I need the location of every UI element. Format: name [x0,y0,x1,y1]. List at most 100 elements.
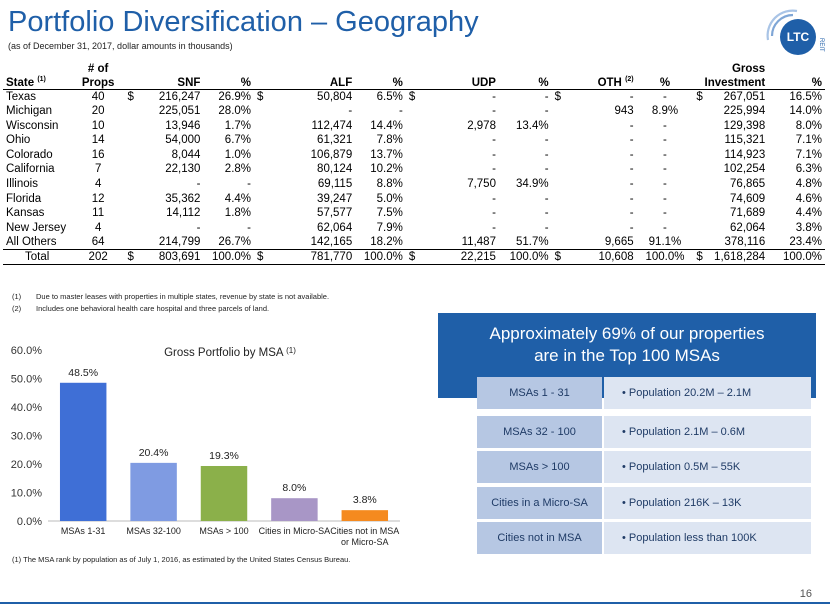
table-cell: 23.4% [789,236,822,249]
header-udp-pct: % [498,74,552,90]
table-cell: 214,799 [158,236,201,249]
table-cell: $ [257,90,264,103]
table-cell [693,118,707,133]
table-cell: 28.0% [218,105,252,118]
msa-row-value: • Population 2.1M – 0.6M [604,416,811,448]
table-cell: 64 [91,236,105,249]
table-cell: 34.9% [515,178,549,191]
bar [130,462,177,521]
table-cell [552,177,566,192]
table-cell: 11,487 [461,236,496,249]
footnote-2: (2) Includes one behavioral health care h… [12,304,270,313]
x-tick-label: MSAs 32-100 [126,526,181,536]
table-cell: - [663,148,667,161]
bottom-rule [0,602,830,604]
table-cell: - [663,119,667,132]
table-cell [124,221,138,236]
table-cell [124,162,138,177]
header-props: Props [71,74,125,90]
table-cell: - [544,148,549,161]
table-row: New Jersey 4 - - 62,064 7.9% - - - - 62,064 3.8% [3,221,825,236]
table-cell: - [492,90,496,103]
table-cell: 7 [94,163,102,176]
table-cell: - [663,90,667,103]
panel-headline-2: are in the Top 100 MSAs [534,346,720,365]
table-cell: 4 [94,221,102,234]
table-footnotes: (1) Due to master leases with properties … [12,291,329,315]
table-cell: 100.0% [636,249,694,265]
table-cell: 91.1% [648,236,682,249]
table-cell: - [629,221,634,234]
table-cell: - [492,207,496,220]
table-cell [406,133,420,148]
logo-subtext: REIT [818,38,824,52]
table-cell: 3.8% [795,221,822,234]
table-cell: 62,064 [317,221,353,234]
x-tick-label: MSAs 1-31 [61,526,106,536]
data-label: 19.3% [209,450,239,462]
header-snf-pct: % [203,74,255,90]
x-tick-label: Cities in Micro-SA [259,526,331,536]
msa-row: MSAs 1 - 31 • Population 20.2M – 2.1M [477,377,811,409]
bar [341,510,389,521]
table-cell: - [629,119,634,132]
table-cell: 51.7% [515,236,549,249]
table-cell [254,133,268,148]
table-cell: 22,130 [165,163,201,176]
table-cell: Texas [6,90,37,103]
table-cell [693,235,707,250]
table-cell: $ [124,249,139,265]
table-cell [552,235,566,250]
table-row: Texas 40 $216,247 26.9% $50,804 6.5% $ - - $ - - $26… [3,89,825,104]
msa-footnote: (1) The MSA rank by population as of Jul… [12,555,351,564]
table-cell: - [492,105,496,118]
table-cell: 4.4% [224,192,252,205]
table-cell [254,148,268,163]
y-tick-label: 20.0% [11,459,42,471]
table-cell: 7,750 [467,178,496,191]
msa-row-label: MSAs 32 - 100 [477,416,602,448]
table-cell: Florida [6,192,42,205]
table-cell: 803,691 [138,249,204,265]
table-cell: - [399,105,403,118]
table-cell: 57,577 [317,207,353,220]
table-cell: 225,051 [158,105,201,118]
table-cell: $ [254,249,269,265]
data-label: 8.0% [282,482,306,494]
table-cell [693,177,707,192]
table-cell: $ [405,249,421,265]
table-cell: 6.3% [795,163,822,176]
table-cell [406,235,420,250]
table-cell: 16 [91,148,105,161]
header-gross: Investment [693,74,769,90]
table-cell [693,148,707,163]
geography-table: # of Gross State (1) Props SNF % ALF % U… [3,60,825,265]
msa-bar-chart: Gross Portfolio by MSA (1) 0.0% 10.0% 20.0%… [11,345,400,547]
table-cell [254,206,268,221]
table-cell: 40 [91,90,105,103]
table-cell: - [629,148,634,161]
msa-row: MSAs > 100 • Population 0.5M – 55K [477,451,811,483]
table-cell: 13.4% [515,119,549,132]
table-cell: 112,474 [311,119,353,132]
table-cell: 7.1% [795,134,822,147]
header-gross-top: Gross [731,62,766,75]
table-cell: $ [551,249,566,265]
table-cell: 14,112 [166,207,201,220]
header-oth-pct: % [636,74,694,90]
table-cell: 26.9% [218,90,252,103]
header-gross-pct: % [768,74,825,90]
bar [271,498,318,521]
table-cell: 22,215 [420,249,499,265]
table-cell [693,104,707,119]
table-cell: 100.0% [498,249,552,265]
msa-row-value: • Population less than 100K [604,522,811,554]
table-cell: $ [408,90,416,103]
table-cell: Michigan [6,105,53,118]
table-cell: 1.8% [224,207,252,220]
table-cell [254,177,268,192]
table-cell: 13,946 [165,119,201,132]
bar [59,382,107,521]
table-cell: - [629,134,634,147]
table-row: Wisconsin 10 13,946 1.7% 112,474 14.4% 2,978 13… [3,118,825,133]
